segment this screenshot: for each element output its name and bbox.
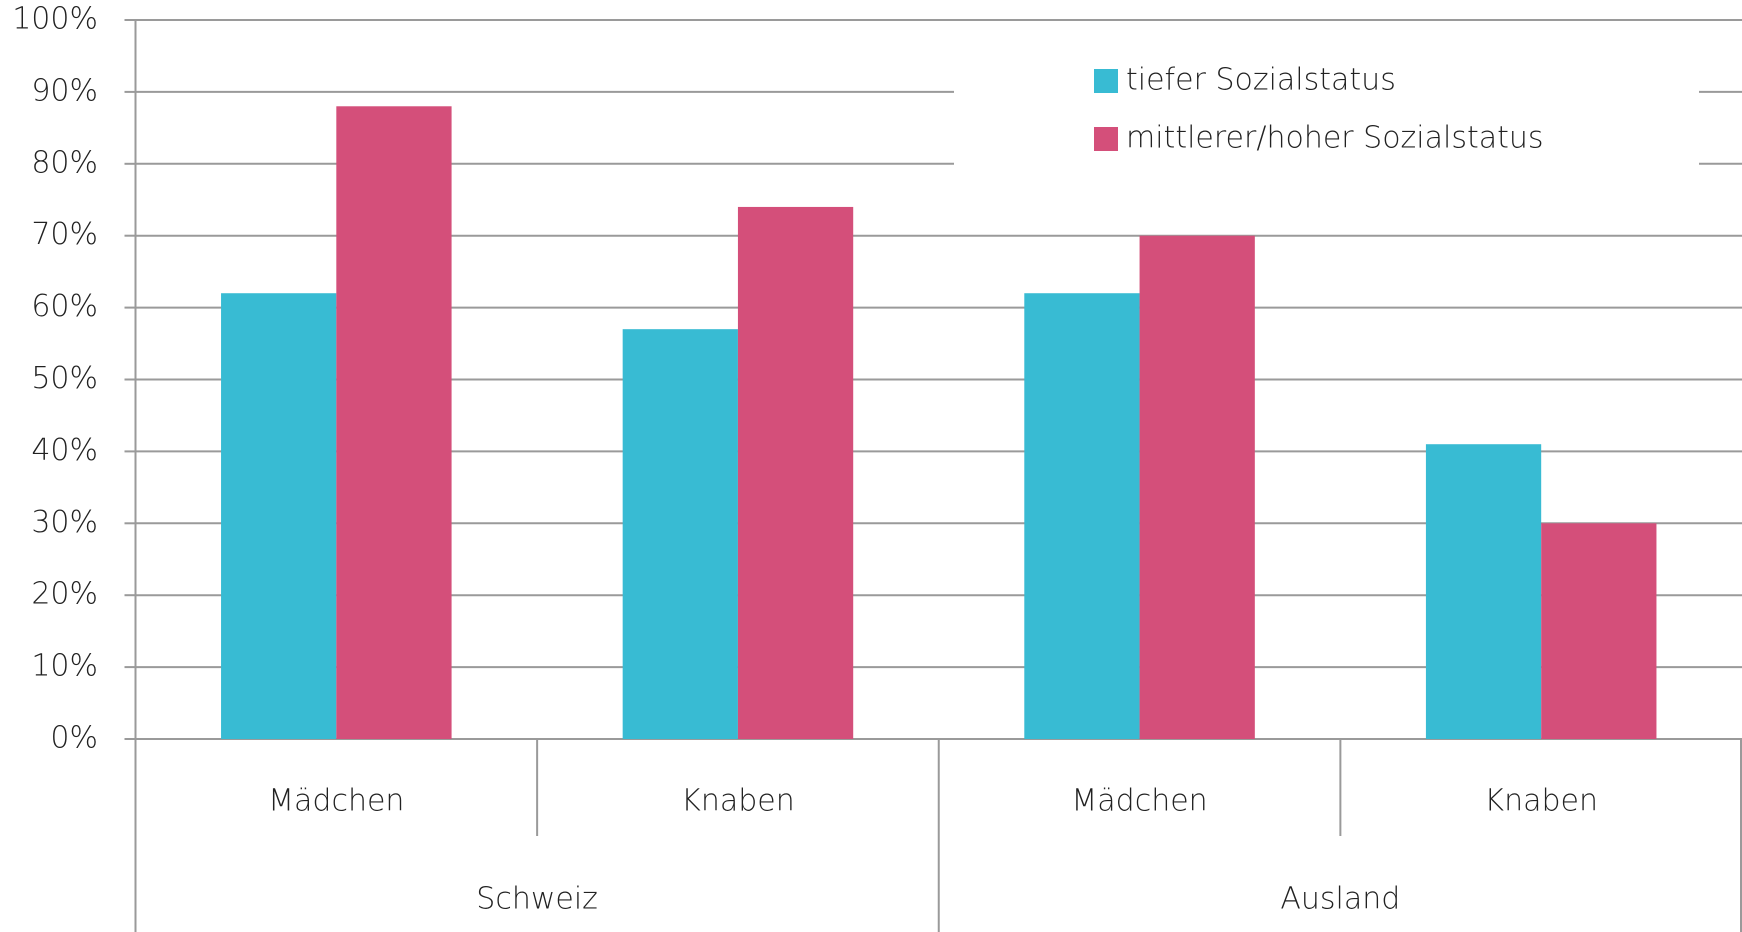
legend-label: mittlerer/hoher Sozialstatus (1126, 121, 1544, 156)
bar (622, 329, 738, 739)
x-tick-label: Knaben (1484, 784, 1598, 819)
y-tick-label: 40% (31, 433, 98, 468)
bar (737, 206, 854, 739)
x-tick-label: Mädchen (1071, 784, 1207, 819)
y-tick-label: 30% (31, 505, 98, 540)
legend-swatch (1094, 69, 1118, 93)
group-label: Ausland (1280, 882, 1400, 917)
legend-background (954, 60, 1699, 176)
y-tick-label: 20% (31, 577, 98, 612)
y-tick-label: 80% (31, 145, 98, 180)
bar (1139, 235, 1255, 739)
y-tick-label: 100% (12, 2, 98, 37)
bar (221, 293, 337, 739)
x-tick-label: Knaben (681, 784, 795, 819)
y-tick-label: 90% (31, 73, 98, 108)
y-tick-label: 70% (31, 217, 98, 252)
legend-label: tiefer Sozialstatus (1126, 63, 1396, 98)
x-tick-label: Mädchen (268, 784, 404, 819)
bar (336, 106, 452, 739)
bar (1024, 293, 1140, 739)
bar (1541, 523, 1657, 739)
bar (1425, 444, 1542, 739)
y-tick-label: 60% (31, 289, 98, 324)
group-label: Schweiz (476, 882, 598, 917)
y-tick-label: 10% (31, 649, 98, 684)
y-tick-label: 0% (50, 721, 98, 756)
legend-swatch (1094, 127, 1118, 151)
y-tick-label: 50% (31, 361, 98, 396)
